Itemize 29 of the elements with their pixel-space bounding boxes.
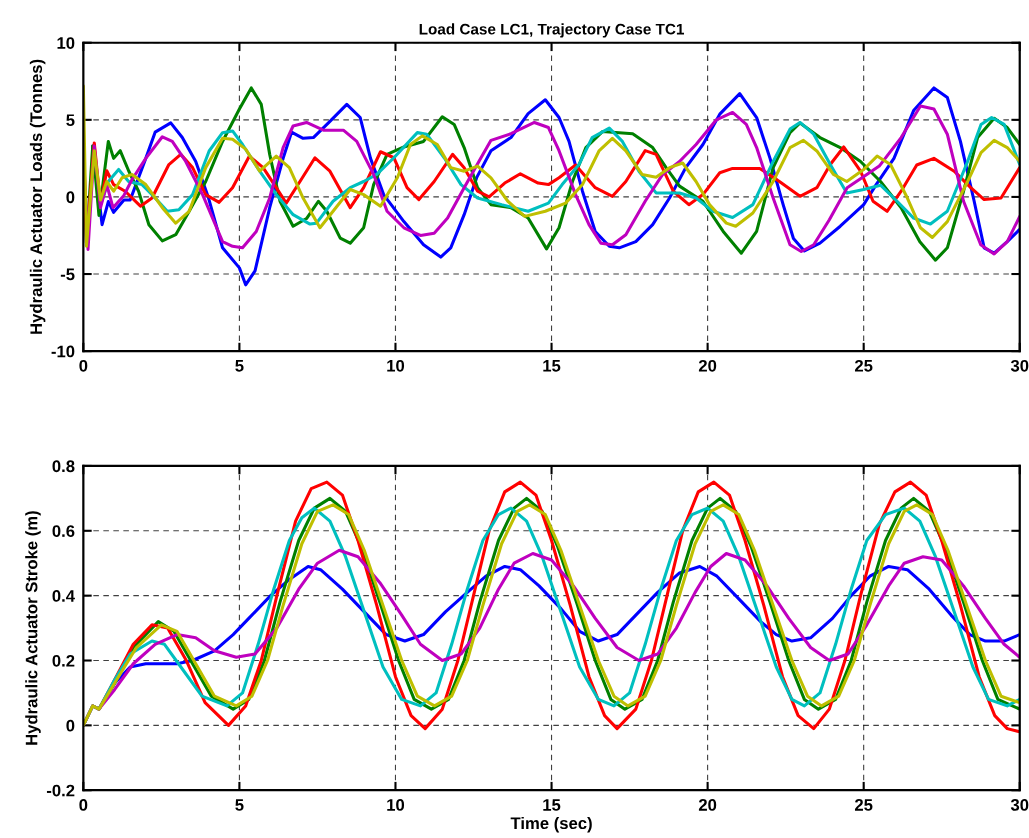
x-tick-label: 20 — [698, 359, 717, 372]
y-tick-label: 0.6 — [52, 525, 75, 537]
x-tick-label: 5 — [235, 799, 244, 811]
chart-title: Load Case LC1, Trajectory Case TC1 — [419, 23, 685, 38]
x-tick-label: 15 — [543, 360, 561, 372]
y-tick-label: 0 — [66, 191, 75, 204]
x-tick-label: 10 — [387, 359, 405, 372]
y-axis-title: Hydraulic Actuator Stroke (m) — [25, 511, 41, 745]
x-tick-label: 25 — [854, 359, 873, 372]
x-tick-label: 0 — [79, 799, 88, 811]
x-tick-label: 30 — [1010, 359, 1029, 372]
x-tick-label: 5 — [235, 360, 244, 372]
y-tick-label: 0.2 — [52, 654, 75, 667]
y-tick-label: 0.4 — [52, 590, 75, 602]
x-tick-label: 15 — [543, 799, 561, 811]
y-tick-label: 5 — [66, 114, 75, 127]
y-tick-label: 10 — [57, 37, 75, 49]
y-tick-label: -10 — [51, 345, 75, 358]
y-tick-label: 0.8 — [52, 460, 75, 473]
y-tick-label: -0.2 — [46, 784, 75, 797]
x-tick-label: 10 — [387, 799, 405, 811]
y-tick-label: 0 — [66, 719, 75, 732]
x-tick-label: 30 — [1010, 799, 1029, 811]
x-tick-label: 20 — [698, 799, 717, 811]
x-tick-label: 0 — [79, 359, 88, 372]
y-axis-title: Hydraulic Actuator Loads (Tonnes) — [29, 59, 46, 334]
x-axis-title: Time (sec) — [510, 816, 592, 833]
x-tick-label: 25 — [854, 799, 873, 811]
y-tick-label: -5 — [60, 268, 75, 281]
